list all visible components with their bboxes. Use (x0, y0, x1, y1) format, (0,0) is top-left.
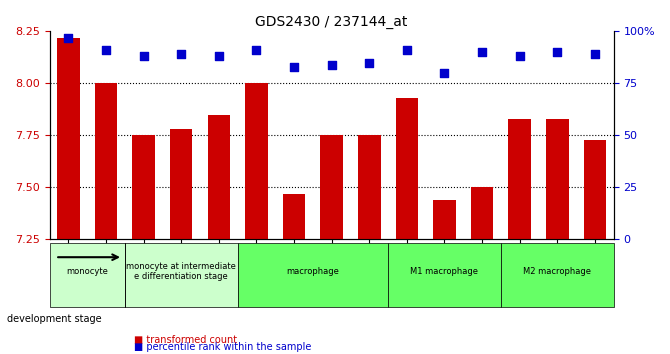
Text: ■ transformed count: ■ transformed count (134, 335, 237, 345)
Bar (283, 194, 306, 239)
Text: monocyte at intermediate
e differentiation stage: monocyte at intermediate e differentiati… (126, 262, 236, 281)
FancyBboxPatch shape (501, 243, 614, 307)
Point (590, 51, 600, 57)
FancyBboxPatch shape (50, 243, 125, 307)
FancyBboxPatch shape (388, 243, 501, 307)
Bar (133, 135, 155, 239)
Text: ■ percentile rank within the sample: ■ percentile rank within the sample (134, 342, 312, 352)
Bar (509, 119, 531, 239)
Bar (320, 135, 343, 239)
Point (100, 47, 111, 53)
Point (439, 70, 450, 76)
Point (552, 49, 563, 55)
Bar (546, 119, 569, 239)
Bar (170, 129, 192, 239)
Text: monocyte: monocyte (66, 267, 108, 276)
Point (63, 35, 74, 40)
Bar (94, 84, 117, 239)
Bar (471, 187, 493, 239)
Bar (395, 98, 418, 239)
Bar (358, 135, 381, 239)
Text: macrophage: macrophage (286, 267, 339, 276)
Bar (584, 139, 606, 239)
Point (364, 60, 375, 65)
Title: GDS2430 / 237144_at: GDS2430 / 237144_at (255, 15, 408, 29)
Text: M1 macrophage: M1 macrophage (411, 267, 478, 276)
Point (176, 51, 186, 57)
Bar (208, 115, 230, 239)
Bar (245, 84, 268, 239)
FancyBboxPatch shape (238, 243, 388, 307)
Point (289, 64, 299, 70)
Bar (433, 200, 456, 239)
Text: M2 macrophage: M2 macrophage (523, 267, 591, 276)
Point (515, 53, 525, 59)
Point (251, 47, 262, 53)
Point (138, 53, 149, 59)
Point (476, 49, 487, 55)
FancyBboxPatch shape (125, 243, 238, 307)
Point (326, 62, 337, 68)
Text: development stage: development stage (7, 314, 101, 324)
Point (401, 47, 412, 53)
Point (214, 53, 224, 59)
Bar (57, 38, 80, 239)
